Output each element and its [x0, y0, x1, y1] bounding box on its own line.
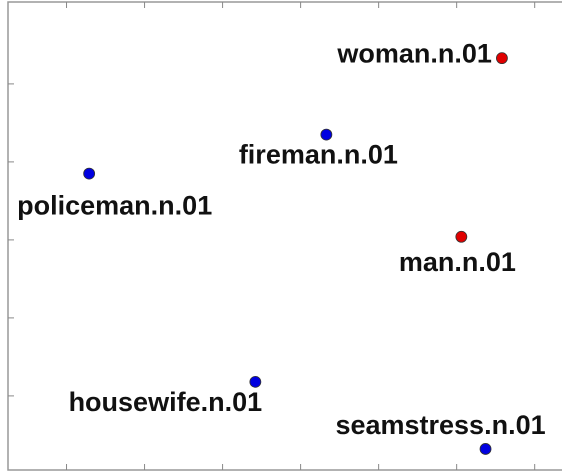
point [496, 52, 508, 65]
plot-frame [7, 1, 562, 471]
point [479, 443, 492, 455]
point-label: policeman.n.01 [17, 191, 212, 221]
point [83, 167, 96, 180]
point [320, 128, 333, 141]
point-label: housewife.n.01 [69, 387, 263, 417]
point [249, 375, 262, 388]
point-label: woman.n.01 [336, 38, 492, 68]
point-label: man.n.01 [399, 247, 516, 277]
point [455, 230, 468, 243]
point-label: fireman.n.01 [239, 140, 398, 170]
point-label: seamstress.n.01 [335, 410, 545, 440]
